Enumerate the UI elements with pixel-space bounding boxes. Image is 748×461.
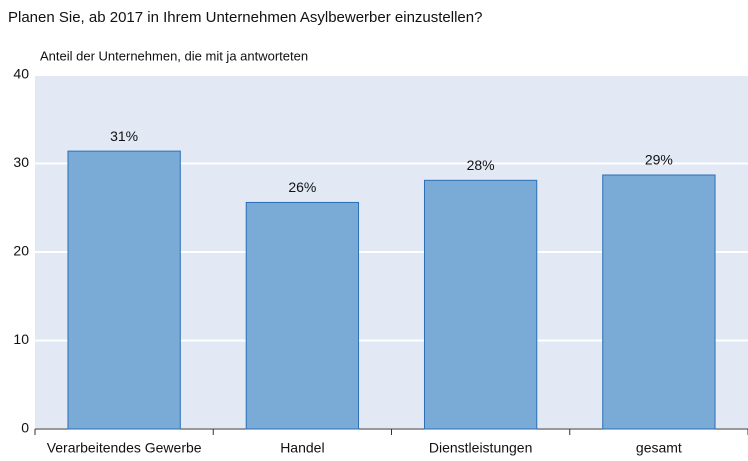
bar [67,150,181,430]
x-tick-label: gesamt [636,440,682,456]
chart-title: Planen Sie, ab 2017 in Ihrem Unternehmen… [8,9,482,26]
value-label: 31% [110,128,138,144]
x-tick-label: Dienstleistungen [429,440,533,456]
x-tick-label: Verarbeitendes Gewerbe [47,440,202,456]
bar [423,179,538,430]
value-label: 28% [467,157,495,173]
y-tick-label: 10 [13,331,29,347]
bar [245,201,360,430]
y-tick-label: 30 [13,154,29,170]
bar [602,174,716,430]
value-label: 29% [645,152,673,168]
x-tick-label: Handel [280,440,324,456]
y-tick-label: 0 [21,420,29,436]
chart-subtitle: Anteil der Unternehmen, die mit ja antwo… [40,48,308,63]
y-tick-label: 20 [13,243,29,259]
value-label: 26% [288,179,316,195]
y-tick-label: 40 [13,66,29,82]
